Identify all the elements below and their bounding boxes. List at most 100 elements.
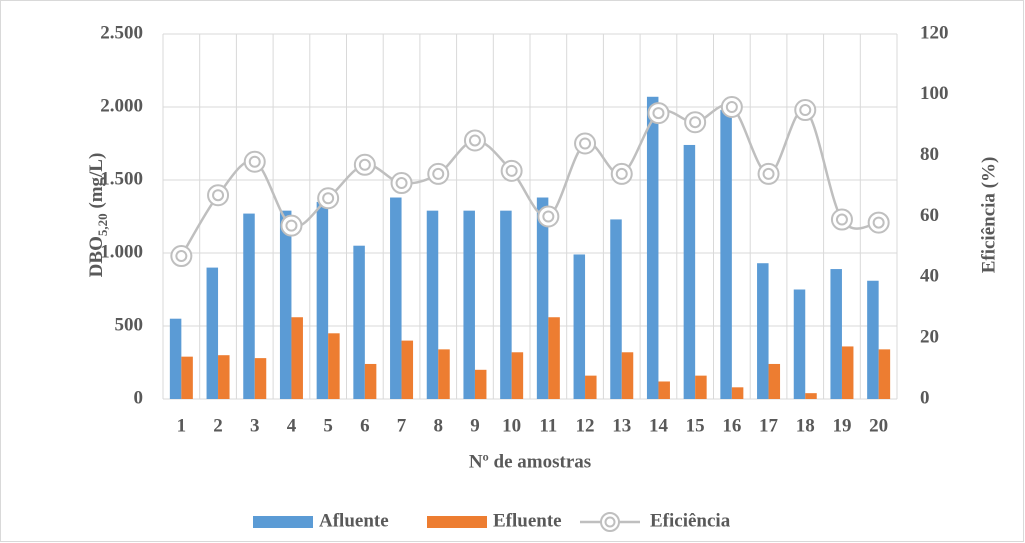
bar: [390, 197, 402, 399]
x-axis-title: Nº de amostras: [469, 451, 591, 472]
legend-label: Afluente: [319, 510, 389, 531]
line-marker: [610, 162, 633, 185]
line-marker-inner: [762, 167, 775, 180]
line-marker: [207, 184, 230, 207]
y2-tick-label: 20: [920, 327, 939, 348]
line-marker: [757, 162, 780, 185]
bar: [621, 352, 634, 399]
line-marker: [684, 111, 707, 134]
x-tick-label: 16: [722, 415, 741, 436]
x-tick-label: 5: [323, 415, 333, 436]
x-tick-label: 7: [397, 415, 407, 436]
line-marker-inner: [505, 164, 518, 177]
line-marker-inner: [579, 137, 592, 150]
y-tick-label: 1.500: [100, 168, 143, 189]
x-tick-label: 3: [250, 415, 260, 436]
y2-tick-label: 40: [920, 266, 939, 287]
x-tick-label: 6: [360, 415, 370, 436]
line-marker: [390, 172, 413, 195]
y-axis-title: DBO5,20 (mg/L): [86, 153, 110, 278]
bar: [364, 363, 377, 399]
bar: [646, 96, 659, 399]
x-tick-label: 4: [287, 415, 297, 436]
line-marker-inner: [725, 101, 738, 113]
y2-tick-label: 120: [920, 22, 949, 43]
y-axis-title-rest: (mg/L): [86, 153, 107, 214]
line-marker-inner: [395, 177, 408, 190]
line-marker-inner: [322, 192, 335, 205]
line-marker-inner: [615, 167, 628, 180]
x-tick-label: 14: [649, 415, 669, 436]
line-marker: [720, 96, 743, 118]
y-axis-title-base: DBO: [86, 236, 107, 277]
bar: [757, 263, 769, 399]
line-marker-inner: [175, 250, 188, 263]
x-tick-label: 15: [686, 415, 705, 436]
x-tick-label: 2: [213, 415, 223, 436]
bar: [830, 269, 842, 399]
bar: [695, 375, 707, 399]
bar: [401, 340, 414, 399]
y2-tick-label: 60: [920, 205, 939, 226]
x-tick-label: 12: [576, 415, 595, 436]
line-marker: [500, 159, 523, 182]
bar: [206, 267, 219, 399]
bar: [536, 197, 549, 399]
x-tick-label: 13: [612, 415, 631, 436]
bar: [474, 369, 487, 399]
y2-tick-label: 0: [920, 387, 930, 408]
line-marker: [353, 153, 376, 176]
legend-marker: [600, 512, 620, 532]
bar: [720, 109, 732, 400]
bar: [243, 213, 255, 399]
x-tick-label: 11: [539, 415, 557, 436]
line-marker-inner: [689, 116, 702, 129]
line-marker: [280, 214, 303, 237]
bar: [841, 346, 854, 399]
legend-label: Efluente: [493, 510, 562, 531]
bar: [279, 210, 292, 399]
bar: [683, 144, 696, 399]
bar: [254, 358, 267, 399]
x-tick-label: 9: [470, 415, 480, 436]
x-tick-label: 20: [869, 415, 888, 436]
bar: [181, 356, 193, 399]
bar: [768, 363, 781, 399]
x-tick-label: 17: [759, 415, 779, 436]
line-marker-inner: [872, 216, 885, 229]
bar: [463, 210, 475, 399]
line-marker-inner: [652, 107, 665, 120]
line-marker-inner: [285, 219, 298, 232]
line-marker: [427, 162, 450, 185]
bar: [500, 210, 512, 399]
legend-marker-inner: [604, 516, 616, 528]
line-marker-inner: [248, 155, 261, 168]
y-axis-title-sub: 5,20: [95, 213, 110, 236]
bar: [731, 387, 744, 399]
bar: [511, 352, 524, 399]
y-tick-label: 0: [134, 387, 144, 408]
line-marker: [794, 99, 817, 122]
legend-swatch: [253, 516, 313, 528]
x-tick-label: 18: [796, 415, 815, 436]
line-marker-inner: [542, 210, 555, 223]
line-marker-inner: [799, 104, 812, 117]
line-marker: [574, 132, 597, 155]
bar: [438, 349, 450, 399]
bar: [805, 393, 817, 399]
line-marker: [243, 150, 266, 173]
y-tick-label: 1.000: [100, 241, 143, 262]
bar: [867, 280, 879, 399]
y-tick-label: 2.000: [100, 95, 143, 116]
line-marker-inner: [468, 134, 481, 147]
bar: [793, 289, 806, 399]
y2-tick-label: 100: [920, 83, 949, 104]
legend-label: Eficiência: [650, 510, 731, 531]
y-tick-label: 500: [115, 314, 144, 335]
line-marker-inner: [212, 189, 225, 202]
bar: [316, 201, 329, 399]
bar: [353, 245, 365, 399]
bar: [658, 381, 670, 399]
x-tick-label: 8: [434, 415, 444, 436]
